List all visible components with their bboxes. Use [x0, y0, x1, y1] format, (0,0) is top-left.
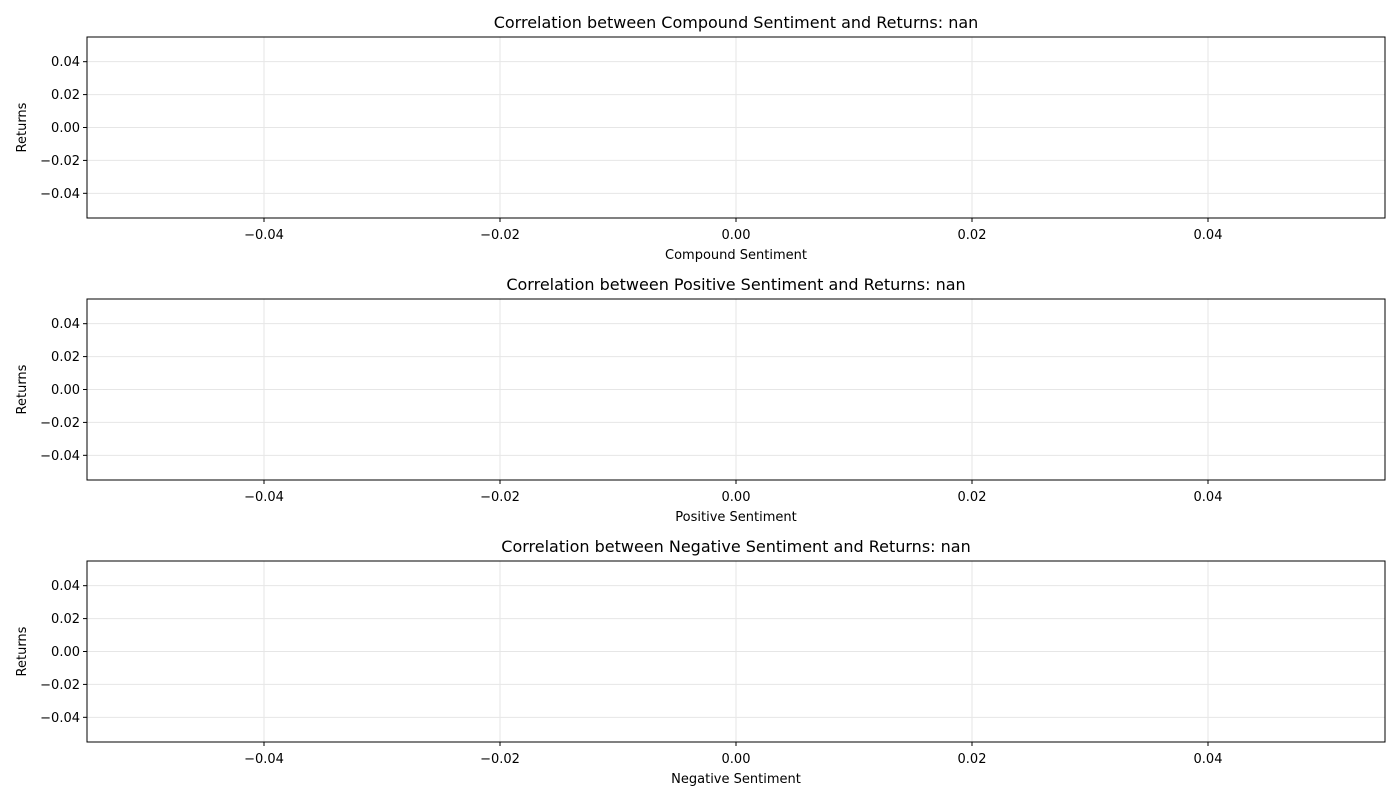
- y-tick-label: 0.02: [51, 612, 80, 627]
- x-tick-label: −0.04: [244, 752, 284, 767]
- x-tick-label: 0.02: [958, 490, 987, 505]
- y-tick-label: 0.04: [51, 55, 80, 70]
- y-tick-label: 0.00: [51, 121, 80, 136]
- chart-panel-3: −0.04 −0.02 0.00 0.02 0.04 0.04 0.02 0.00 −0.02 −…: [15, 537, 1386, 787]
- y-tick-label: 0.00: [51, 645, 80, 660]
- y-tick-label: −0.04: [40, 449, 80, 464]
- x-axis-label: Positive Sentiment: [675, 510, 796, 525]
- x-axis-label: Compound Sentiment: [665, 248, 807, 263]
- x-tick-label: 0.04: [1194, 490, 1223, 505]
- x-tick-label: 0.04: [1194, 752, 1223, 767]
- chart-title: Correlation between Negative Sentiment a…: [501, 537, 970, 556]
- x-tick-label: 0.02: [958, 228, 987, 243]
- x-tick-label: 0.00: [722, 752, 751, 767]
- x-tick-label: 0.00: [722, 228, 751, 243]
- y-tick-label: 0.04: [51, 317, 80, 332]
- chart-panel-2: −0.04 −0.02 0.00 0.02 0.04 0.04 0.02 0.00 −0.02 −…: [15, 275, 1386, 525]
- y-tick-label: −0.02: [40, 154, 80, 169]
- y-axis-label: Returns: [15, 626, 30, 676]
- x-tick-label: −0.02: [480, 490, 520, 505]
- x-tick-label: −0.02: [480, 752, 520, 767]
- x-tick-label: 0.04: [1194, 228, 1223, 243]
- y-tick-label: −0.02: [40, 416, 80, 431]
- y-tick-label: 0.02: [51, 350, 80, 365]
- y-axis-label: Returns: [15, 364, 30, 414]
- x-tick-label: 0.00: [722, 490, 751, 505]
- y-tick-label: 0.00: [51, 383, 80, 398]
- x-tick-label: 0.02: [958, 752, 987, 767]
- x-axis-label: Negative Sentiment: [671, 772, 801, 787]
- chart-panel-1: −0.04 −0.02 0.00 0.02 0.04 0.04 0.02 0.00 −0.02 −…: [15, 13, 1386, 263]
- x-tick-label: −0.04: [244, 490, 284, 505]
- x-tick-label: −0.04: [244, 228, 284, 243]
- y-tick-label: −0.04: [40, 187, 80, 202]
- x-tick-label: −0.02: [480, 228, 520, 243]
- y-tick-label: −0.02: [40, 678, 80, 693]
- y-axis-label: Returns: [15, 102, 30, 152]
- y-tick-label: 0.02: [51, 88, 80, 103]
- y-tick-label: 0.04: [51, 579, 80, 594]
- chart-title: Correlation between Positive Sentiment a…: [506, 275, 965, 294]
- y-tick-label: −0.04: [40, 711, 80, 726]
- chart-title: Correlation between Compound Sentiment a…: [494, 13, 979, 32]
